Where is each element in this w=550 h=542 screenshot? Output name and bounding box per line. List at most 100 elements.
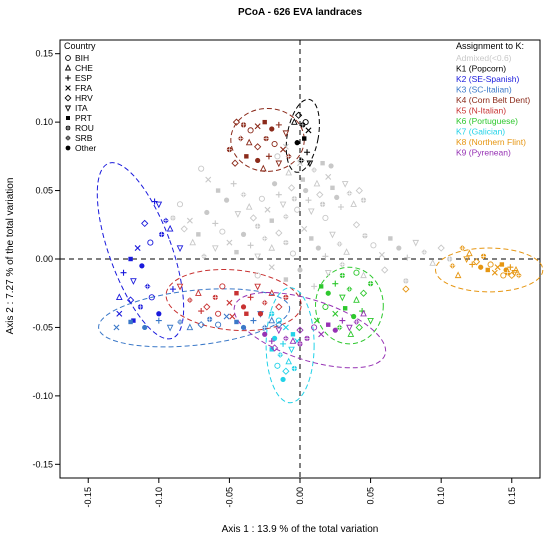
data-point [342,306,348,311]
data-point [205,176,212,183]
data-point [240,231,247,237]
data-point [301,225,308,232]
data-point [255,223,261,229]
country-legend-item: ESP [65,73,92,83]
data-point [304,335,310,341]
data-point [271,335,278,341]
x-tick-label: 0.00 [295,487,305,505]
data-point [151,198,158,205]
data-point [261,324,268,331]
data-point [234,211,242,218]
ellipse-k3 [98,288,291,348]
data-point [245,202,253,210]
data-point [480,253,487,259]
data-point [318,331,325,338]
data-point [304,149,311,156]
series-k9 [262,309,367,352]
data-point [360,271,367,279]
data-point [351,313,357,320]
data-point [268,316,276,324]
series-k7 [269,311,301,383]
data-point [283,239,289,246]
data-point [264,206,271,213]
country-legend-item: HRV [64,93,93,103]
data-point [229,313,236,320]
ellipse-k5 [165,268,302,332]
data-point [170,215,176,221]
data-point [269,126,275,132]
data-point [230,180,237,187]
data-point [274,362,281,369]
data-point [341,181,349,188]
data-point [325,173,332,180]
data-point [337,203,344,210]
country-legend-item: FRA [65,83,92,93]
data-point [478,264,484,270]
data-point [346,324,353,332]
country-legend-label: SRB [75,133,93,143]
ellipse-k1 [285,98,320,173]
y-tick-label: -0.05 [32,322,53,332]
data-point [325,290,331,296]
country-legend-item: ITA [64,103,88,113]
data-point [271,181,278,187]
data-point [421,249,428,256]
data-point [159,231,165,237]
data-point [339,317,346,324]
data-point [491,269,498,276]
data-point [326,322,331,327]
data-point [139,263,145,269]
data-point [512,265,520,273]
data-point [277,351,284,358]
data-point [126,296,135,304]
data-point [226,239,233,246]
data-point [339,272,345,279]
cluster-legend-label: K9 (Pyrenean) [456,148,511,158]
ellipse-k8 [435,247,544,293]
data-point [362,233,368,239]
data-point [355,186,363,195]
country-legend-label: HRV [75,93,93,103]
data-point [258,195,265,202]
y-tick-label: 0.10 [35,117,53,127]
cluster-legend: Assignment to K: Admixed(<0.6)K1 (Popcorn… [456,41,530,158]
data-point [275,327,283,335]
data-point [329,231,336,239]
series-k3 [113,311,283,332]
cluster-legend-label: K8 (Northern Flint) [456,137,526,147]
x-tick-label: 0.10 [436,487,446,505]
data-point [311,283,318,290]
data-point [463,256,470,264]
country-legend-label: ITA [75,103,88,113]
country-legend-item: SRB [65,133,93,143]
data-point [350,200,357,207]
data-point [313,317,320,324]
data-point [247,242,254,249]
data-point [282,335,289,342]
data-point [261,235,268,242]
data-point [245,138,253,146]
data-point [282,324,289,331]
data-point [353,269,360,276]
data-point [254,253,261,261]
data-point [403,278,409,284]
data-point [449,262,456,269]
data-point [504,270,511,276]
data-point [195,289,202,296]
data-point [296,326,304,334]
cluster-legend-title: Assignment to K: [456,41,524,51]
data-points [113,111,522,383]
data-point [280,146,287,153]
data-point [269,218,274,223]
data-point [319,201,326,207]
data-point [177,318,183,325]
data-point [330,185,335,191]
y-tick-label: 0.15 [35,49,53,59]
data-point [404,254,411,261]
y-axis: -0.15 -0.10 -0.05 0.00 0.05 0.10 0.15 [32,49,60,469]
data-point [128,319,133,325]
zero-lines [60,40,540,478]
data-point [487,261,494,268]
data-point [254,123,261,130]
